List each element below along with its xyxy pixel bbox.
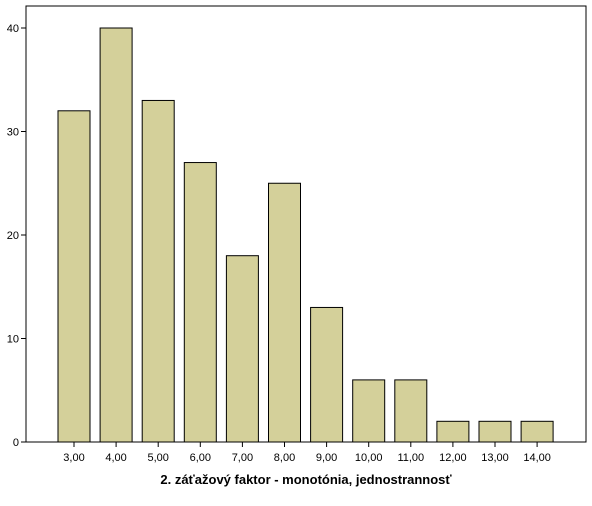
bar — [183, 162, 217, 443]
bar — [310, 306, 344, 443]
y-tick-label: 40 — [7, 23, 19, 35]
x-tick-label: 10,00 — [355, 452, 383, 464]
x-tick-label: 5,00 — [147, 452, 168, 464]
bar — [225, 255, 259, 443]
bar — [520, 420, 554, 443]
y-tick-label: 30 — [7, 127, 19, 139]
x-tick-label: 12,00 — [439, 452, 467, 464]
y-tick-label: 10 — [7, 334, 19, 346]
x-tick-label: 14,00 — [523, 452, 551, 464]
y-tick-label: 20 — [7, 230, 19, 242]
bar — [394, 379, 428, 443]
bar — [57, 110, 91, 443]
bar — [478, 420, 512, 443]
x-tick-label: 9,00 — [316, 452, 337, 464]
y-tick-label: 0 — [13, 437, 19, 449]
x-tick-label: 13,00 — [481, 452, 509, 464]
bar — [141, 99, 175, 443]
bar — [352, 379, 386, 443]
x-tick-label: 3,00 — [63, 452, 84, 464]
x-tick-label: 7,00 — [232, 452, 253, 464]
x-tick-label: 8,00 — [274, 452, 295, 464]
x-axis-title: 2. záťažový faktor - monotónia, jednostr… — [160, 472, 452, 487]
x-axis: 3,00 4,00 5,00 6,00 7,00 8,00 9,00 10,00 11,00 12… — [63, 442, 551, 464]
bars-group — [57, 27, 554, 443]
y-axis: 0 10 20 30 40 — [7, 23, 26, 449]
x-tick-label: 6,00 — [190, 452, 211, 464]
bar — [99, 27, 133, 443]
x-tick-label: 11,00 — [397, 452, 424, 464]
bar — [436, 420, 470, 443]
bar — [268, 182, 301, 443]
x-tick-label: 4,00 — [105, 452, 126, 464]
